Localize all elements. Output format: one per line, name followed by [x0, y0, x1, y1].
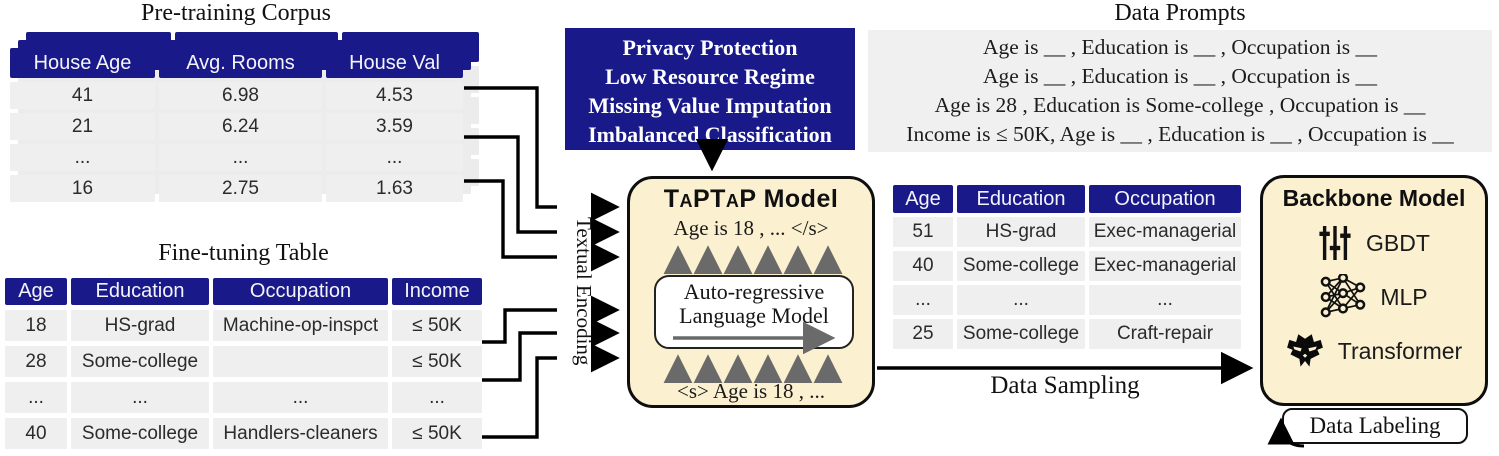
table-cell: 25 — [893, 319, 953, 349]
pretraining-table-stack: House Age Avg. Rooms House Val 41 6.98 4… — [10, 32, 479, 202]
backbone-item-label: Transformer — [1337, 337, 1463, 364]
table-cell: 1.63 — [326, 175, 463, 202]
finetuning-title: Fine-tuning Table — [158, 240, 329, 266]
table-cell: ... — [213, 382, 388, 413]
table-cell: Some-college — [71, 418, 209, 449]
table-cell: HS-grad — [957, 217, 1085, 247]
column-header: House Age — [10, 48, 155, 78]
column-header: Education — [957, 185, 1085, 213]
column-header: Income — [392, 278, 482, 305]
table-cell: 4.53 — [326, 82, 463, 109]
challenge-line: Low Resource Regime — [605, 64, 815, 89]
column-header: Occupation — [213, 278, 388, 305]
table-cell: Some-college — [957, 251, 1085, 281]
data-labeling-box: Data Labeling — [1282, 408, 1468, 444]
table-cell: 6.98 — [159, 82, 322, 109]
prompt-line: Income is ≤ 50K, Age is __ , Education i… — [906, 122, 1454, 146]
table-cell: ... — [71, 382, 209, 413]
column-header: Occupation — [1089, 185, 1241, 213]
table-cell: 41 — [10, 82, 155, 109]
data-sampling-label: Data Sampling — [990, 372, 1140, 399]
table-cell: Some-college — [71, 346, 209, 377]
backbone-title: Backbone Model — [1282, 185, 1466, 211]
data-prompts-title: Data Prompts — [1114, 0, 1246, 26]
backbone-item-label: MLP — [1380, 283, 1428, 310]
lm-label-line: Language Model — [679, 303, 829, 328]
backbone-item-label: GBDT — [1366, 229, 1430, 256]
challenge-line: Missing Value Imputation — [588, 93, 832, 118]
finetuning-table: Age Education Occupation Income 18 HS-gr… — [5, 278, 482, 449]
challenges-box: Privacy Protection Low Resource Regime M… — [565, 28, 855, 150]
lm-label-line: Auto-regressive — [683, 279, 825, 304]
table-cell: 40 — [5, 418, 67, 449]
table-cell: Machine-op-inspct — [213, 310, 388, 341]
table-cell: Handlers-cleaners — [213, 418, 388, 449]
table-cell: ... — [392, 382, 482, 413]
table-cell: 40 — [893, 251, 953, 281]
transformer-icon — [1286, 334, 1324, 368]
table-cell: 51 — [893, 217, 953, 247]
table-cell: HS-grad — [71, 310, 209, 341]
table-cell: Exec-managerial — [1089, 217, 1241, 247]
finetuning-connectors — [482, 308, 557, 439]
table-cell: ≤ 50K — [392, 310, 482, 341]
table-cell: ... — [326, 144, 463, 171]
column-header: Avg. Rooms — [159, 48, 322, 78]
table-cell: Some-college — [957, 319, 1085, 349]
column-header: Age — [893, 185, 953, 213]
backbone-item-transformer: Transformer — [1263, 324, 1485, 378]
table-cell: ... — [957, 285, 1085, 315]
taptap-title: TAPTAP Model — [663, 185, 839, 213]
table-cell-empty — [213, 346, 388, 377]
textual-encoding-label: Textual Encoding — [572, 216, 596, 366]
encoding-input-arrows — [591, 192, 620, 373]
challenge-line: Imbalanced Classification — [588, 122, 832, 147]
table-cell: ... — [10, 144, 155, 171]
generated-table: Age Education Occupation 51 HS-grad Exec… — [893, 185, 1241, 349]
table-cell: 6.24 — [159, 113, 322, 140]
prompt-line: Age is __ , Education is __ , Occupation… — [982, 35, 1378, 59]
table-cell: ... — [1089, 285, 1241, 315]
column-header: House Val — [326, 48, 463, 78]
table-cell: ... — [159, 144, 322, 171]
table-cell: ... — [5, 382, 67, 413]
table-cell: 18 — [5, 310, 67, 341]
network-icon — [1320, 274, 1366, 320]
pretraining-title: Pre-training Corpus — [141, 0, 331, 26]
table-cell: 28 — [5, 346, 67, 377]
table-cell: Exec-managerial — [1089, 251, 1241, 281]
table-cell: 2.75 — [159, 175, 322, 202]
table-cell: ≤ 50K — [392, 418, 482, 449]
taptap-model-box: TAPTAP Model Age is 18 , ... </s> Auto-r… — [627, 176, 875, 408]
pretraining-table: House Age Avg. Rooms House Val 41 6.98 4… — [10, 48, 463, 202]
backbone-item-mlp: MLP — [1263, 270, 1485, 324]
data-prompts-box: Age is __ , Education is __ , Occupation… — [868, 30, 1492, 152]
challenge-line: Privacy Protection — [622, 35, 798, 60]
column-header: Education — [71, 278, 209, 305]
table-cell: Craft-repair — [1089, 319, 1241, 349]
column-header: Age — [5, 278, 67, 305]
autoregressive-lm-box: Auto-regressive Language Model — [654, 275, 854, 349]
table-cell: 3.59 — [326, 113, 463, 140]
table-cell: ≤ 50K — [392, 346, 482, 377]
table-cell: 21 — [10, 113, 155, 140]
table-cell: ... — [893, 285, 953, 315]
prompt-line: Age is __ , Education is __ , Occupation… — [982, 64, 1378, 88]
taptap-input-tokens: <s> Age is 18 , ... — [677, 379, 825, 403]
sliders-icon — [1318, 224, 1352, 262]
table-cell: 16 — [10, 175, 155, 202]
prompt-line: Age is 28 , Education is Some-college , … — [934, 93, 1426, 117]
backbone-model-box: Backbone Model GBDT — [1260, 175, 1488, 406]
backbone-item-gbdt: GBDT — [1263, 216, 1485, 270]
taptap-output-tokens: Age is 18 , ... </s> — [673, 216, 829, 240]
